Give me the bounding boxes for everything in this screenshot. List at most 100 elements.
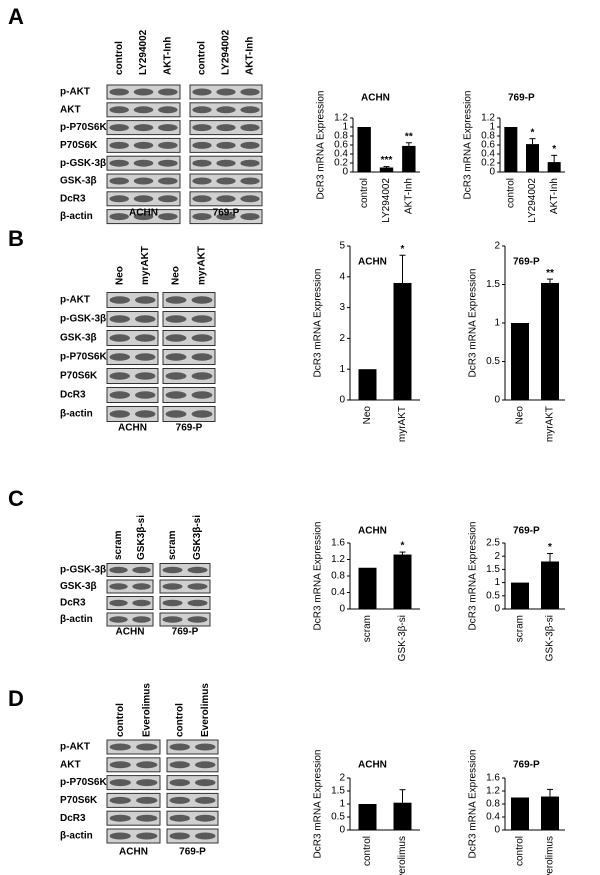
cell-line-label: ACHN — [119, 847, 148, 858]
blot-band — [240, 159, 260, 167]
chart-title: 769-P — [513, 257, 540, 268]
y-tick-label: 0.6 — [334, 140, 348, 151]
blot-band — [109, 106, 129, 114]
lane-label: control — [114, 41, 125, 75]
bar — [402, 145, 416, 172]
blot-band — [216, 177, 236, 185]
bar — [358, 804, 377, 830]
y-tick-label: 2 — [494, 241, 500, 252]
blot-band — [192, 106, 212, 114]
blot-band — [109, 743, 131, 751]
lane-label: myrAKT — [197, 246, 208, 285]
blot-band — [165, 372, 187, 380]
x-tick-label: Neo — [362, 406, 373, 425]
lane-label: scram — [167, 530, 178, 560]
blot-band — [109, 315, 130, 323]
blot-band — [109, 583, 128, 590]
blot-band — [132, 599, 151, 607]
y-axis-label: DcR3 mRNA Expression — [468, 522, 479, 631]
blot-band — [158, 213, 178, 221]
blot-band — [109, 296, 130, 304]
blot-band — [109, 761, 131, 769]
blot-band — [133, 88, 154, 96]
y-tick-label: 1 — [494, 577, 500, 588]
blot-band — [162, 616, 183, 623]
x-tick-label: scram — [362, 615, 373, 642]
x-tick-label: GSK-3β-si — [397, 615, 408, 661]
chart-title: ACHN — [358, 526, 387, 537]
blot-band — [162, 599, 183, 607]
chart-title: ACHN — [358, 257, 387, 268]
y-tick-label: 1.2 — [481, 113, 495, 124]
blot-band — [133, 124, 154, 132]
cell-line-label: ACHN — [118, 423, 147, 434]
significance: ** — [405, 131, 413, 142]
blot-row-label: P70S6K — [60, 371, 98, 382]
blot-band — [158, 106, 178, 114]
bar — [379, 167, 394, 172]
blot-band — [109, 88, 129, 96]
blot-band — [158, 141, 178, 149]
blot-band — [133, 141, 154, 149]
blot-band — [135, 334, 156, 342]
blot-band — [216, 141, 236, 149]
blot-band — [216, 195, 236, 203]
bar — [358, 567, 377, 609]
blot-row-label: β-actin — [60, 409, 93, 420]
bar — [357, 127, 371, 172]
blot-row-label: DcR3 — [60, 813, 86, 824]
blot-row-label: DcR3 — [60, 598, 86, 609]
significance: * — [552, 144, 556, 155]
bar — [504, 127, 518, 172]
blot-band — [109, 124, 129, 132]
y-axis-label: DcR3 mRNA Expression — [316, 91, 327, 200]
y-tick-label: 0 — [494, 395, 500, 406]
blot-band — [191, 372, 213, 380]
y-tick-label: 1 — [489, 122, 495, 133]
blot-row-label: GSK-3β — [60, 176, 97, 187]
blot-band — [135, 372, 156, 380]
blot-row-label: DcR3 — [60, 193, 86, 204]
x-tick-label: myrAKT — [397, 406, 408, 442]
y-tick-label: 0.4 — [331, 587, 345, 598]
y-tick-label: 0 — [489, 167, 495, 178]
cell-line-label: 769-P — [213, 208, 240, 219]
cell-line-label: 769-P — [176, 423, 203, 434]
lane-label: control — [115, 703, 126, 737]
blot-band — [192, 124, 212, 132]
lane-label: GSK3β-si — [136, 515, 147, 560]
panel-letter: B — [8, 226, 24, 251]
blot-band — [191, 391, 213, 399]
y-tick-label: 0.8 — [486, 799, 500, 810]
significance: *** — [381, 155, 393, 166]
blot-band — [109, 832, 131, 840]
y-axis-label: DcR3 mRNA Expression — [468, 269, 479, 378]
cell-line-label: 769-P — [179, 847, 206, 858]
blot-row-label: p-AKT — [60, 295, 90, 306]
blot-band — [240, 213, 260, 221]
cell-line-label: ACHN — [129, 208, 158, 219]
bar — [547, 162, 561, 172]
blot-band — [132, 566, 151, 574]
y-tick-label: 0.5 — [331, 812, 345, 823]
blot-band — [216, 88, 236, 96]
blot-row-label: AKT — [60, 759, 81, 770]
blot-band — [216, 159, 236, 167]
bar — [541, 282, 559, 400]
blot-row-label: p-GSK-3β — [60, 158, 106, 169]
bar — [541, 796, 559, 830]
cell-line-label: ACHN — [116, 627, 145, 638]
y-axis-label: DcR3 mRNA Expression — [313, 269, 324, 378]
blot-band — [133, 213, 154, 221]
blot-row-label: p-GSK-3β — [60, 314, 106, 325]
x-tick-label: LY294002 — [381, 178, 392, 223]
blot-band — [169, 796, 190, 804]
bar — [511, 323, 529, 400]
blot-row-label: P70S6K — [60, 795, 98, 806]
blot-band — [240, 88, 260, 96]
blot-band — [191, 315, 213, 323]
panel-letter: D — [8, 686, 24, 711]
lane-label: Neo — [171, 266, 182, 285]
blot-band — [136, 796, 158, 804]
